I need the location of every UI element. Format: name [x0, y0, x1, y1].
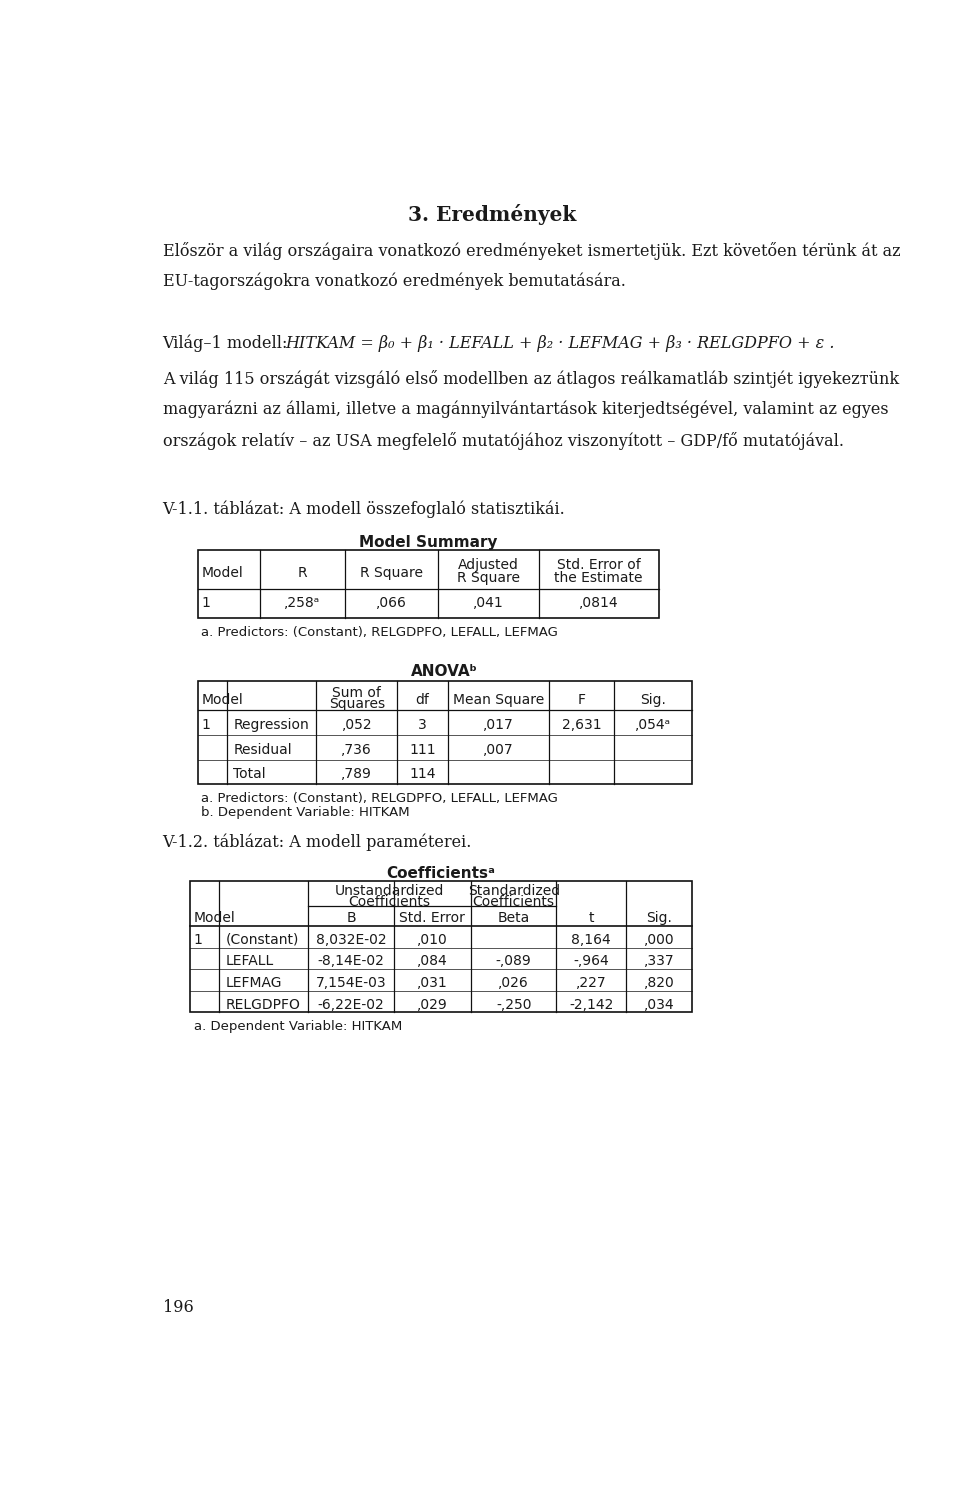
Text: ANOVAᵇ: ANOVAᵇ: [411, 664, 478, 679]
Text: 2,631: 2,631: [562, 718, 601, 733]
Text: 1: 1: [194, 932, 203, 947]
Text: ,0814: ,0814: [579, 597, 618, 610]
Text: ,034: ,034: [644, 998, 674, 1012]
Text: ,736: ,736: [342, 743, 372, 756]
Text: ,084: ,084: [417, 955, 447, 968]
Text: magyarázni az állami, illetve a magánnyilvántartások kiterjedtségével, valamint : magyarázni az állami, illetve a magánnyi…: [162, 401, 888, 418]
Text: Regression: Regression: [233, 718, 309, 733]
Text: LEFMAG: LEFMAG: [226, 976, 282, 991]
Text: 114: 114: [409, 767, 436, 782]
Text: Sig.: Sig.: [646, 912, 672, 925]
Text: ,017: ,017: [483, 718, 514, 733]
Text: ,258ᵃ: ,258ᵃ: [284, 597, 321, 610]
Text: ,052: ,052: [342, 718, 372, 733]
Text: Std. Error: Std. Error: [399, 912, 466, 925]
Text: 8,164: 8,164: [571, 932, 612, 947]
Text: df: df: [416, 692, 429, 707]
Text: ,820: ,820: [643, 976, 674, 991]
Text: -2,142: -2,142: [569, 998, 613, 1012]
Text: a. Predictors: (Constant), RELGDPFO, LEFALL, LEFMAG: a. Predictors: (Constant), RELGDPFO, LEF…: [202, 625, 559, 639]
Text: -,250: -,250: [496, 998, 532, 1012]
Text: 8,032E-02: 8,032E-02: [316, 932, 386, 947]
Text: Standardized: Standardized: [468, 885, 560, 898]
Text: -,089: -,089: [495, 955, 532, 968]
Text: Adjusted: Adjusted: [458, 558, 518, 571]
Text: Sig.: Sig.: [640, 692, 666, 707]
Text: ,010: ,010: [417, 932, 447, 947]
Text: V-1.2. táblázat: A modell paraméterei.: V-1.2. táblázat: A modell paraméterei.: [162, 834, 472, 850]
Text: ,066: ,066: [375, 597, 407, 610]
Text: ,000: ,000: [644, 932, 674, 947]
Text: ,337: ,337: [644, 955, 674, 968]
Text: Std. Error of: Std. Error of: [557, 558, 640, 571]
Text: B: B: [347, 912, 356, 925]
Text: Coefficients: Coefficients: [348, 895, 431, 909]
Text: t: t: [588, 912, 594, 925]
Text: Squares: Squares: [328, 697, 385, 712]
Text: the Estimate: the Estimate: [554, 571, 643, 585]
Text: Coefficients: Coefficients: [472, 895, 555, 909]
Text: 111: 111: [409, 743, 436, 756]
Text: a. Dependent Variable: HITKAM: a. Dependent Variable: HITKAM: [194, 1021, 402, 1032]
Text: V-1.1. táblázat: A modell összefoglaló statisztikái.: V-1.1. táblázat: A modell összefoglaló s…: [162, 501, 565, 518]
Text: A világ 115 országát vizsgáló első modellben az átlagos reálkamatláb szintjét ig: A világ 115 országát vizsgáló első model…: [162, 370, 899, 388]
Text: országok relatív – az USA megfelelő mutatójához viszonyított – GDP/fő mutatójáva: országok relatív – az USA megfelelő muta…: [162, 431, 844, 449]
Text: 3. Eredmények: 3. Eredmények: [408, 204, 576, 225]
Text: 3: 3: [419, 718, 427, 733]
Bar: [198, 551, 659, 618]
Text: -8,14E-02: -8,14E-02: [318, 955, 384, 968]
Text: 1: 1: [202, 718, 210, 733]
Text: 7,154E-03: 7,154E-03: [316, 976, 386, 991]
Text: ,026: ,026: [498, 976, 529, 991]
Text: Total: Total: [233, 767, 266, 782]
Text: ,041: ,041: [472, 597, 503, 610]
Text: ,054ᵃ: ,054ᵃ: [636, 718, 671, 733]
Text: Residual: Residual: [233, 743, 292, 756]
Text: EU-tagországokra vonatkozó eredmények bemutatására.: EU-tagországokra vonatkozó eredmények be…: [162, 273, 626, 291]
Text: Model: Model: [202, 692, 243, 707]
Text: F: F: [578, 692, 586, 707]
Text: Model: Model: [202, 565, 243, 579]
Text: Először a világ országaira vonatkozó eredményeket ismertetjük. Ezt követően térü: Először a világ országaira vonatkozó ere…: [162, 242, 900, 260]
Text: Sum of: Sum of: [332, 686, 381, 700]
Text: ,227: ,227: [576, 976, 607, 991]
Text: R Square: R Square: [457, 571, 519, 585]
Text: Mean Square: Mean Square: [452, 692, 543, 707]
Text: ,029: ,029: [417, 998, 447, 1012]
Bar: [198, 680, 692, 785]
Text: Model Summary: Model Summary: [359, 534, 497, 549]
Bar: [190, 882, 692, 1012]
Text: -6,22E-02: -6,22E-02: [318, 998, 384, 1012]
Text: Beta: Beta: [497, 912, 530, 925]
Text: RELGDPFO: RELGDPFO: [226, 998, 300, 1012]
Text: (Constant): (Constant): [226, 932, 299, 947]
Text: LEFALL: LEFALL: [226, 955, 274, 968]
Text: ,007: ,007: [483, 743, 514, 756]
Text: -,964: -,964: [573, 955, 609, 968]
Text: R Square: R Square: [360, 565, 422, 579]
Text: HITKAM = β₀ + β₁ · LEFALL + β₂ · LEFMAG + β₃ · RELGDPFO + ε .: HITKAM = β₀ + β₁ · LEFALL + β₂ · LEFMAG …: [285, 334, 834, 352]
Text: ,031: ,031: [417, 976, 447, 991]
Text: a. Predictors: (Constant), RELGDPFO, LEFALL, LEFMAG: a. Predictors: (Constant), RELGDPFO, LEF…: [202, 792, 559, 806]
Text: Model: Model: [194, 912, 235, 925]
Text: R: R: [298, 565, 307, 579]
Text: b. Dependent Variable: HITKAM: b. Dependent Variable: HITKAM: [202, 806, 410, 819]
Text: Világ–1 modell:: Világ–1 modell:: [162, 334, 293, 352]
Text: Unstandardized: Unstandardized: [335, 885, 444, 898]
Text: Coefficientsᵃ: Coefficientsᵃ: [387, 865, 495, 880]
Text: 1: 1: [202, 597, 210, 610]
Text: 196: 196: [162, 1300, 193, 1316]
Text: ,789: ,789: [342, 767, 372, 782]
